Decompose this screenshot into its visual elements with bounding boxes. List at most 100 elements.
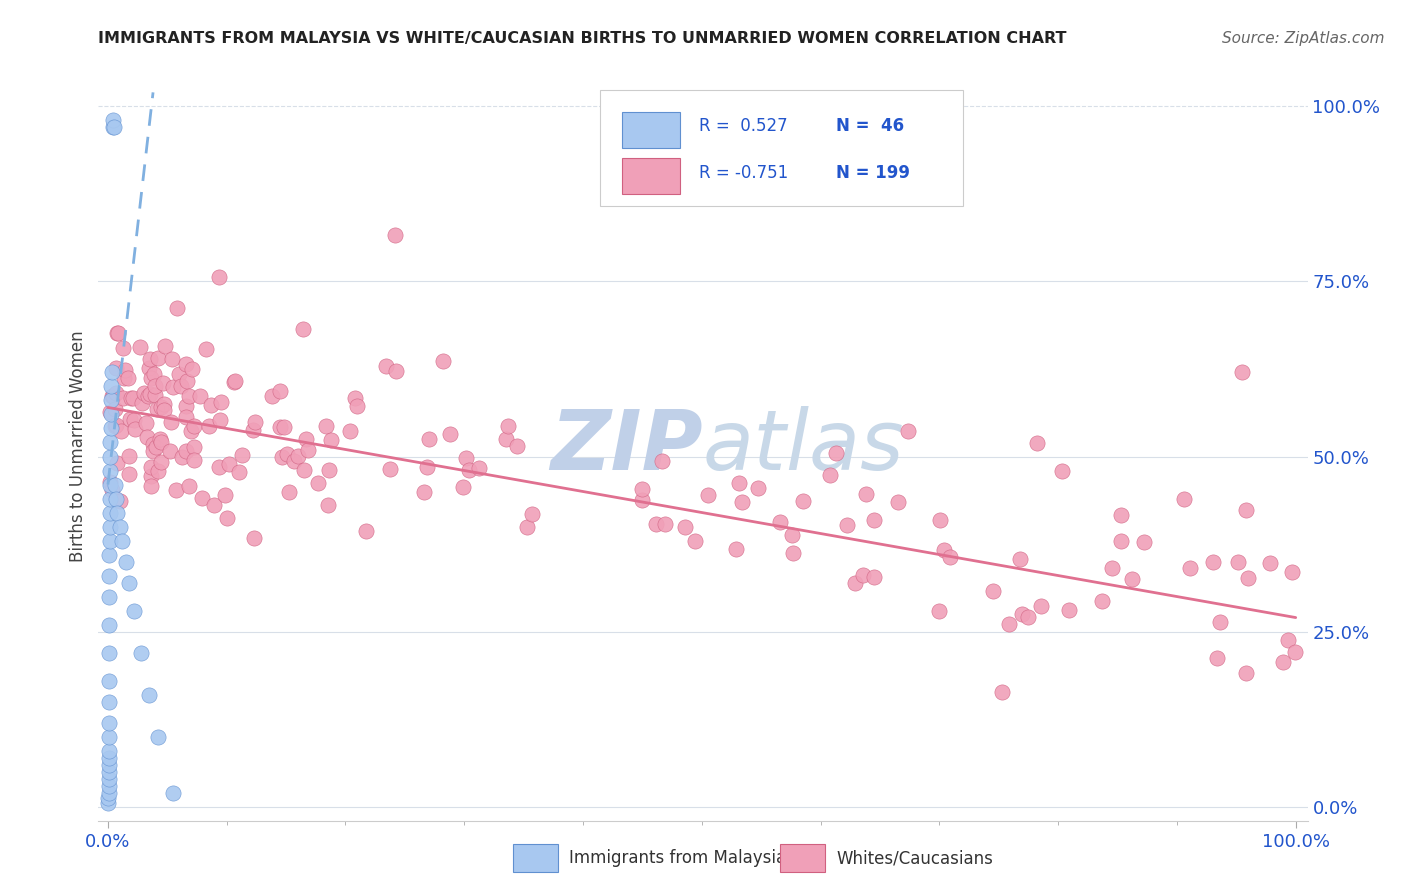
Point — [852, 567, 875, 582]
Text: R = -0.751: R = -0.751 — [699, 163, 789, 181]
Point — [139, 469, 162, 483]
Point — [174, 357, 197, 371]
Point — [162, 786, 184, 800]
Point — [183, 452, 205, 467]
Point — [135, 416, 157, 430]
Point — [224, 375, 246, 389]
Point — [1226, 555, 1249, 569]
Point — [177, 479, 200, 493]
Point — [520, 507, 543, 521]
Point — [1101, 561, 1123, 575]
Point — [728, 476, 751, 491]
Point — [145, 440, 167, 454]
Point — [150, 455, 173, 469]
Point — [104, 419, 127, 434]
Point — [780, 528, 803, 542]
Point — [1236, 571, 1258, 585]
Point — [218, 458, 240, 472]
Point — [100, 408, 122, 422]
Point — [456, 450, 478, 465]
Point — [149, 434, 172, 449]
Point — [101, 483, 124, 498]
Point — [1121, 572, 1143, 586]
Point — [153, 397, 176, 411]
Point — [887, 494, 910, 508]
Point — [276, 447, 298, 461]
Point — [162, 380, 184, 394]
Point — [114, 363, 136, 377]
Point — [835, 518, 858, 533]
Point — [129, 646, 152, 660]
Point — [146, 730, 169, 744]
Point — [792, 493, 814, 508]
Point — [292, 463, 315, 477]
Y-axis label: Births to Unmarried Women: Births to Unmarried Women — [69, 330, 87, 562]
Point — [863, 570, 886, 584]
Text: Source: ZipAtlas.com: Source: ZipAtlas.com — [1222, 31, 1385, 46]
Point — [159, 443, 181, 458]
Point — [769, 515, 792, 529]
Point — [283, 454, 305, 468]
Point — [183, 419, 205, 434]
Point — [188, 389, 211, 403]
Point — [316, 499, 339, 513]
Point — [631, 483, 654, 497]
Point — [208, 269, 231, 284]
Point — [98, 617, 121, 632]
Point — [1017, 609, 1039, 624]
Point — [165, 483, 187, 498]
Text: N =  46: N = 46 — [837, 117, 904, 135]
Point — [111, 391, 134, 405]
Point — [103, 120, 125, 135]
Point — [1090, 594, 1112, 608]
Point — [146, 351, 169, 365]
Point — [97, 757, 120, 772]
Point — [139, 386, 162, 401]
Point — [243, 531, 266, 545]
Text: IMMIGRANTS FROM MALAYSIA VS WHITE/CAUCASIAN BIRTHS TO UNMARRIED WOMEN CORRELATIO: IMMIGRANTS FROM MALAYSIA VS WHITE/CAUCAS… — [98, 31, 1067, 46]
Point — [418, 432, 440, 446]
Point — [378, 462, 401, 476]
Point — [1011, 607, 1033, 621]
Point — [1052, 464, 1074, 478]
Point — [98, 475, 121, 489]
Point — [1281, 565, 1303, 579]
Point — [143, 379, 166, 393]
Point — [146, 464, 169, 478]
Point — [98, 450, 121, 464]
Text: atlas: atlas — [703, 406, 904, 486]
Point — [117, 370, 139, 384]
Point — [1277, 632, 1299, 647]
Point — [98, 506, 121, 520]
Point — [98, 673, 121, 688]
Text: N = 199: N = 199 — [837, 163, 910, 181]
Point — [208, 459, 231, 474]
Point — [176, 374, 198, 388]
Point — [105, 491, 128, 506]
Point — [307, 475, 329, 490]
Point — [242, 423, 264, 437]
Point — [844, 576, 866, 591]
Point — [120, 391, 142, 405]
Point — [262, 388, 284, 402]
Point — [1173, 492, 1195, 507]
Point — [245, 415, 267, 429]
Point — [1178, 561, 1201, 575]
Point — [818, 468, 841, 483]
Point — [1026, 435, 1049, 450]
Point — [149, 433, 172, 447]
Point — [291, 321, 314, 335]
Point — [101, 120, 124, 135]
Point — [214, 487, 236, 501]
Point — [1057, 603, 1080, 617]
Point — [141, 460, 163, 475]
Point — [1232, 366, 1254, 380]
Point — [101, 389, 124, 403]
Point — [1205, 650, 1227, 665]
Point — [516, 520, 538, 534]
Point — [111, 533, 134, 548]
Point — [97, 764, 120, 779]
Point — [295, 432, 318, 446]
Point — [174, 410, 197, 425]
Point — [1031, 599, 1053, 613]
